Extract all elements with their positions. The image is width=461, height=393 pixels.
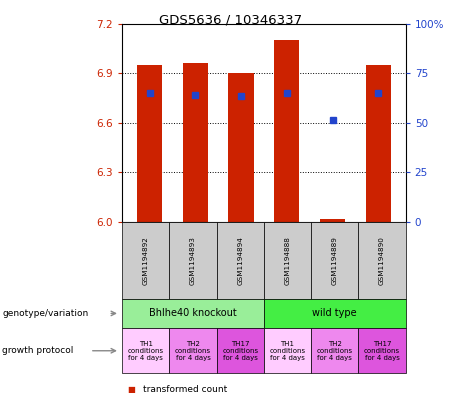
Text: GDS5636 / 10346337: GDS5636 / 10346337 <box>159 14 302 27</box>
Text: Bhlhe40 knockout: Bhlhe40 knockout <box>149 309 237 318</box>
Bar <box>274 40 299 222</box>
Text: GSM1194892: GSM1194892 <box>143 236 149 285</box>
Text: growth protocol: growth protocol <box>2 346 74 355</box>
Text: wild type: wild type <box>313 309 357 318</box>
Text: TH17
conditions
for 4 days: TH17 conditions for 4 days <box>222 341 258 361</box>
Bar <box>183 63 208 222</box>
Bar <box>229 73 254 222</box>
Text: TH1
conditions
for 4 days: TH1 conditions for 4 days <box>270 341 306 361</box>
Bar <box>366 65 391 222</box>
Bar <box>137 65 162 222</box>
Text: genotype/variation: genotype/variation <box>2 309 89 318</box>
Text: TH2
conditions
for 4 days: TH2 conditions for 4 days <box>175 341 211 361</box>
Text: TH2
conditions
for 4 days: TH2 conditions for 4 days <box>317 341 353 361</box>
Text: ■: ■ <box>127 385 135 393</box>
Text: GSM1194888: GSM1194888 <box>284 236 290 285</box>
Text: GSM1194894: GSM1194894 <box>237 236 243 285</box>
Bar <box>320 219 345 222</box>
Text: GSM1194889: GSM1194889 <box>332 236 338 285</box>
Text: TH1
conditions
for 4 days: TH1 conditions for 4 days <box>128 341 164 361</box>
Text: GSM1194893: GSM1194893 <box>190 236 196 285</box>
Text: TH17
conditions
for 4 days: TH17 conditions for 4 days <box>364 341 400 361</box>
Text: transformed count: transformed count <box>143 385 227 393</box>
Text: GSM1194890: GSM1194890 <box>379 236 385 285</box>
